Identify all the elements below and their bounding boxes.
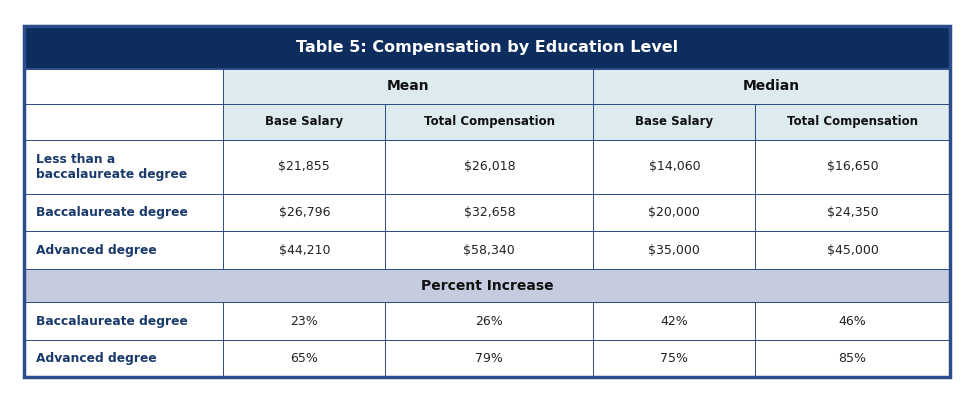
Bar — [756, 194, 950, 231]
Text: Table 5: Compensation by Education Level: Table 5: Compensation by Education Level — [296, 40, 678, 55]
Bar — [24, 104, 223, 140]
Text: $20,000: $20,000 — [649, 206, 700, 219]
Text: 42%: 42% — [660, 315, 689, 327]
Bar — [24, 26, 950, 69]
Bar — [756, 104, 950, 140]
Text: Baccalaureate degree: Baccalaureate degree — [36, 315, 188, 327]
Bar — [223, 69, 593, 104]
Text: 85%: 85% — [839, 352, 867, 365]
Bar — [24, 140, 223, 194]
Text: 46%: 46% — [839, 315, 866, 327]
Text: Total Compensation: Total Compensation — [424, 115, 555, 128]
Bar — [386, 140, 593, 194]
Text: Total Compensation: Total Compensation — [787, 115, 918, 128]
Text: Baccalaureate degree: Baccalaureate degree — [36, 206, 188, 219]
Bar — [223, 194, 386, 231]
Text: Median: Median — [743, 79, 800, 94]
Bar — [24, 194, 223, 231]
Text: $44,210: $44,210 — [279, 244, 330, 257]
Text: $16,650: $16,650 — [827, 160, 879, 173]
Bar — [593, 140, 756, 194]
Bar — [593, 340, 756, 377]
Text: Mean: Mean — [387, 79, 430, 94]
Bar — [756, 231, 950, 269]
Text: $35,000: $35,000 — [649, 244, 700, 257]
Bar — [223, 340, 386, 377]
Text: $21,855: $21,855 — [279, 160, 330, 173]
Text: Percent Increase: Percent Increase — [421, 278, 553, 293]
Bar — [24, 231, 223, 269]
Bar — [593, 303, 756, 340]
Bar — [593, 194, 756, 231]
Bar — [24, 303, 223, 340]
Bar — [223, 231, 386, 269]
Text: Less than a
baccalaureate degree: Less than a baccalaureate degree — [36, 152, 187, 181]
Bar — [223, 303, 386, 340]
Text: Base Salary: Base Salary — [265, 115, 343, 128]
Text: 75%: 75% — [660, 352, 689, 365]
Text: 26%: 26% — [475, 315, 504, 327]
Bar — [756, 140, 950, 194]
Text: $26,796: $26,796 — [279, 206, 330, 219]
Bar — [386, 231, 593, 269]
Bar — [593, 231, 756, 269]
Bar — [24, 69, 223, 104]
Text: $32,658: $32,658 — [464, 206, 515, 219]
Text: $26,018: $26,018 — [464, 160, 515, 173]
Bar — [24, 26, 950, 377]
Text: $58,340: $58,340 — [464, 244, 515, 257]
Text: 65%: 65% — [290, 352, 318, 365]
Bar — [24, 269, 950, 303]
Bar — [24, 340, 223, 377]
Bar — [756, 303, 950, 340]
Text: $24,350: $24,350 — [827, 206, 879, 219]
Text: Advanced degree: Advanced degree — [36, 352, 157, 365]
Text: $45,000: $45,000 — [827, 244, 879, 257]
Bar — [593, 69, 950, 104]
Text: $14,060: $14,060 — [649, 160, 700, 173]
Bar — [386, 303, 593, 340]
Text: 79%: 79% — [475, 352, 504, 365]
Text: Base Salary: Base Salary — [635, 115, 713, 128]
Text: 23%: 23% — [290, 315, 318, 327]
Bar — [223, 104, 386, 140]
Text: Advanced degree: Advanced degree — [36, 244, 157, 257]
Bar — [386, 104, 593, 140]
Bar — [386, 340, 593, 377]
Bar — [593, 104, 756, 140]
Bar — [386, 194, 593, 231]
Bar — [756, 340, 950, 377]
Bar — [223, 140, 386, 194]
